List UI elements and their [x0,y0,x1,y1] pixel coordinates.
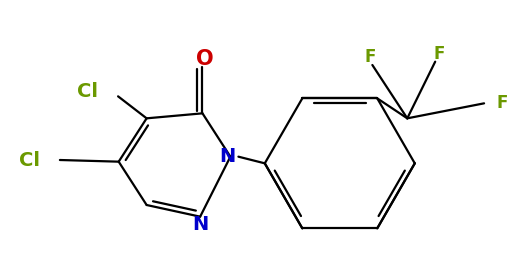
Text: O: O [196,49,214,69]
Text: N: N [192,215,208,234]
Text: F: F [434,45,445,63]
Text: F: F [496,94,507,112]
Text: Cl: Cl [77,82,98,101]
Text: F: F [365,48,376,66]
Text: N: N [219,147,236,166]
Text: Cl: Cl [19,150,40,169]
